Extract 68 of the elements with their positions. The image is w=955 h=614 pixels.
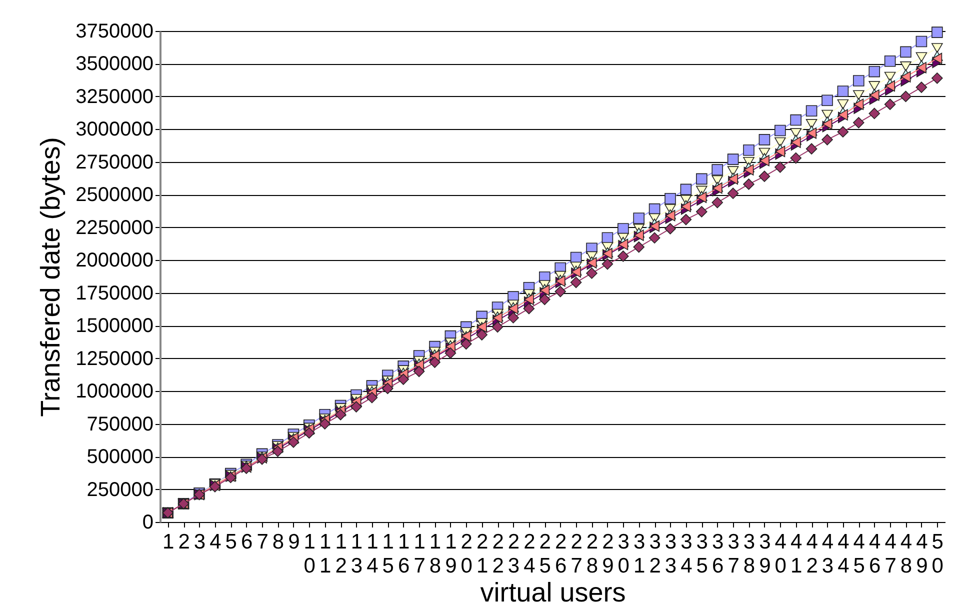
y-axis-title: Transfered date (bytes) [36, 137, 66, 417]
y-tick-label: 3000000 [76, 118, 154, 141]
x-tick-label: 43 [822, 530, 834, 578]
y-tick-label: 3750000 [76, 20, 154, 42]
x-tick-label: 47 [884, 530, 897, 578]
x-tick-label: 6 [241, 530, 253, 554]
x-tick-label: 8 [272, 530, 284, 554]
x-tick-label: 25 [539, 530, 551, 578]
x-tick-label: 23 [508, 530, 520, 578]
x-tick-label: 17 [414, 530, 426, 578]
y-tick-label: 750000 [86, 413, 154, 436]
x-tick-label: 1 2 [335, 530, 347, 578]
x-tick-label: 15 [382, 530, 394, 578]
x-tick-label: 40 [774, 530, 787, 578]
y-tick-label: 1750000 [76, 282, 154, 304]
y-tick-label: 3250000 [76, 86, 154, 108]
x-tick-label: 5 [225, 530, 237, 554]
x-tick-label: 48 [900, 530, 912, 578]
y-tick-label: 500000 [86, 446, 154, 468]
x-tick-label: 21 [476, 530, 488, 578]
x-tick-label: 29 [602, 530, 614, 578]
x-tick-label: 11 [320, 530, 332, 578]
x-tick-label: 37 [728, 530, 740, 578]
y-tick-label: 1500000 [76, 315, 154, 338]
y-tick-label: 3500000 [76, 53, 154, 76]
x-tick-label: 16 [398, 530, 410, 578]
y-tick-label: 1000000 [76, 380, 154, 403]
x-tick-label: 35 [696, 530, 708, 578]
x-tick-label: 42 [806, 530, 818, 578]
y-tick-label: 2250000 [76, 216, 154, 239]
x-tick-label: 49 [916, 530, 928, 578]
x-tick-label: 31 [634, 530, 646, 578]
x-tick-label: 44 [838, 530, 850, 578]
x-tick-label: 3 [194, 530, 206, 554]
x-tick-label: 46 [869, 530, 882, 578]
x-tick-label: 39 [759, 530, 771, 578]
x-tick-label: 32 [649, 530, 661, 578]
x-tick-label: 27 [570, 530, 582, 578]
x-tick-label: 26 [555, 530, 567, 578]
x-tick-label: 3 4 [680, 530, 693, 578]
y-tick-label: 2000000 [76, 250, 154, 272]
x-tick-label: 2 [178, 530, 190, 554]
x-tick-label: 33 [664, 530, 677, 578]
x-axis-title: virtual users [480, 578, 626, 608]
x-tick-label: 45 [853, 530, 866, 578]
x-tick-label: 28 [586, 530, 598, 578]
y-tick-label: 2500000 [76, 184, 154, 206]
x-tick-label: 4 [210, 530, 222, 554]
x-tick-label: 7 [256, 530, 268, 554]
x-tick-label: 22 [492, 530, 504, 578]
x-tick-label: 24 [524, 530, 536, 578]
x-tick-label: 20 [460, 530, 472, 578]
x-tick-label: 13 [350, 530, 363, 578]
x-tick-label: 19 [445, 530, 457, 578]
x-tick-label: 18 [429, 530, 442, 578]
x-tick-label: 41 [790, 530, 803, 578]
y-tick-label: 0 [142, 512, 154, 534]
x-tick-label: 1 [162, 530, 174, 554]
x-tick-label: 14 [366, 530, 379, 578]
y-tick-label: 2750000 [76, 151, 154, 174]
x-tick-label: 50 [932, 530, 944, 578]
y-tick-label: 1250000 [76, 348, 154, 370]
x-tick-label: 30 [618, 530, 630, 578]
x-tick-label: 38 [743, 530, 756, 578]
x-tick-label: 10 [304, 530, 316, 578]
x-tick-label: 9 [288, 530, 300, 554]
y-tick-label: 250000 [86, 478, 154, 501]
x-tick-label: 36 [712, 530, 724, 578]
